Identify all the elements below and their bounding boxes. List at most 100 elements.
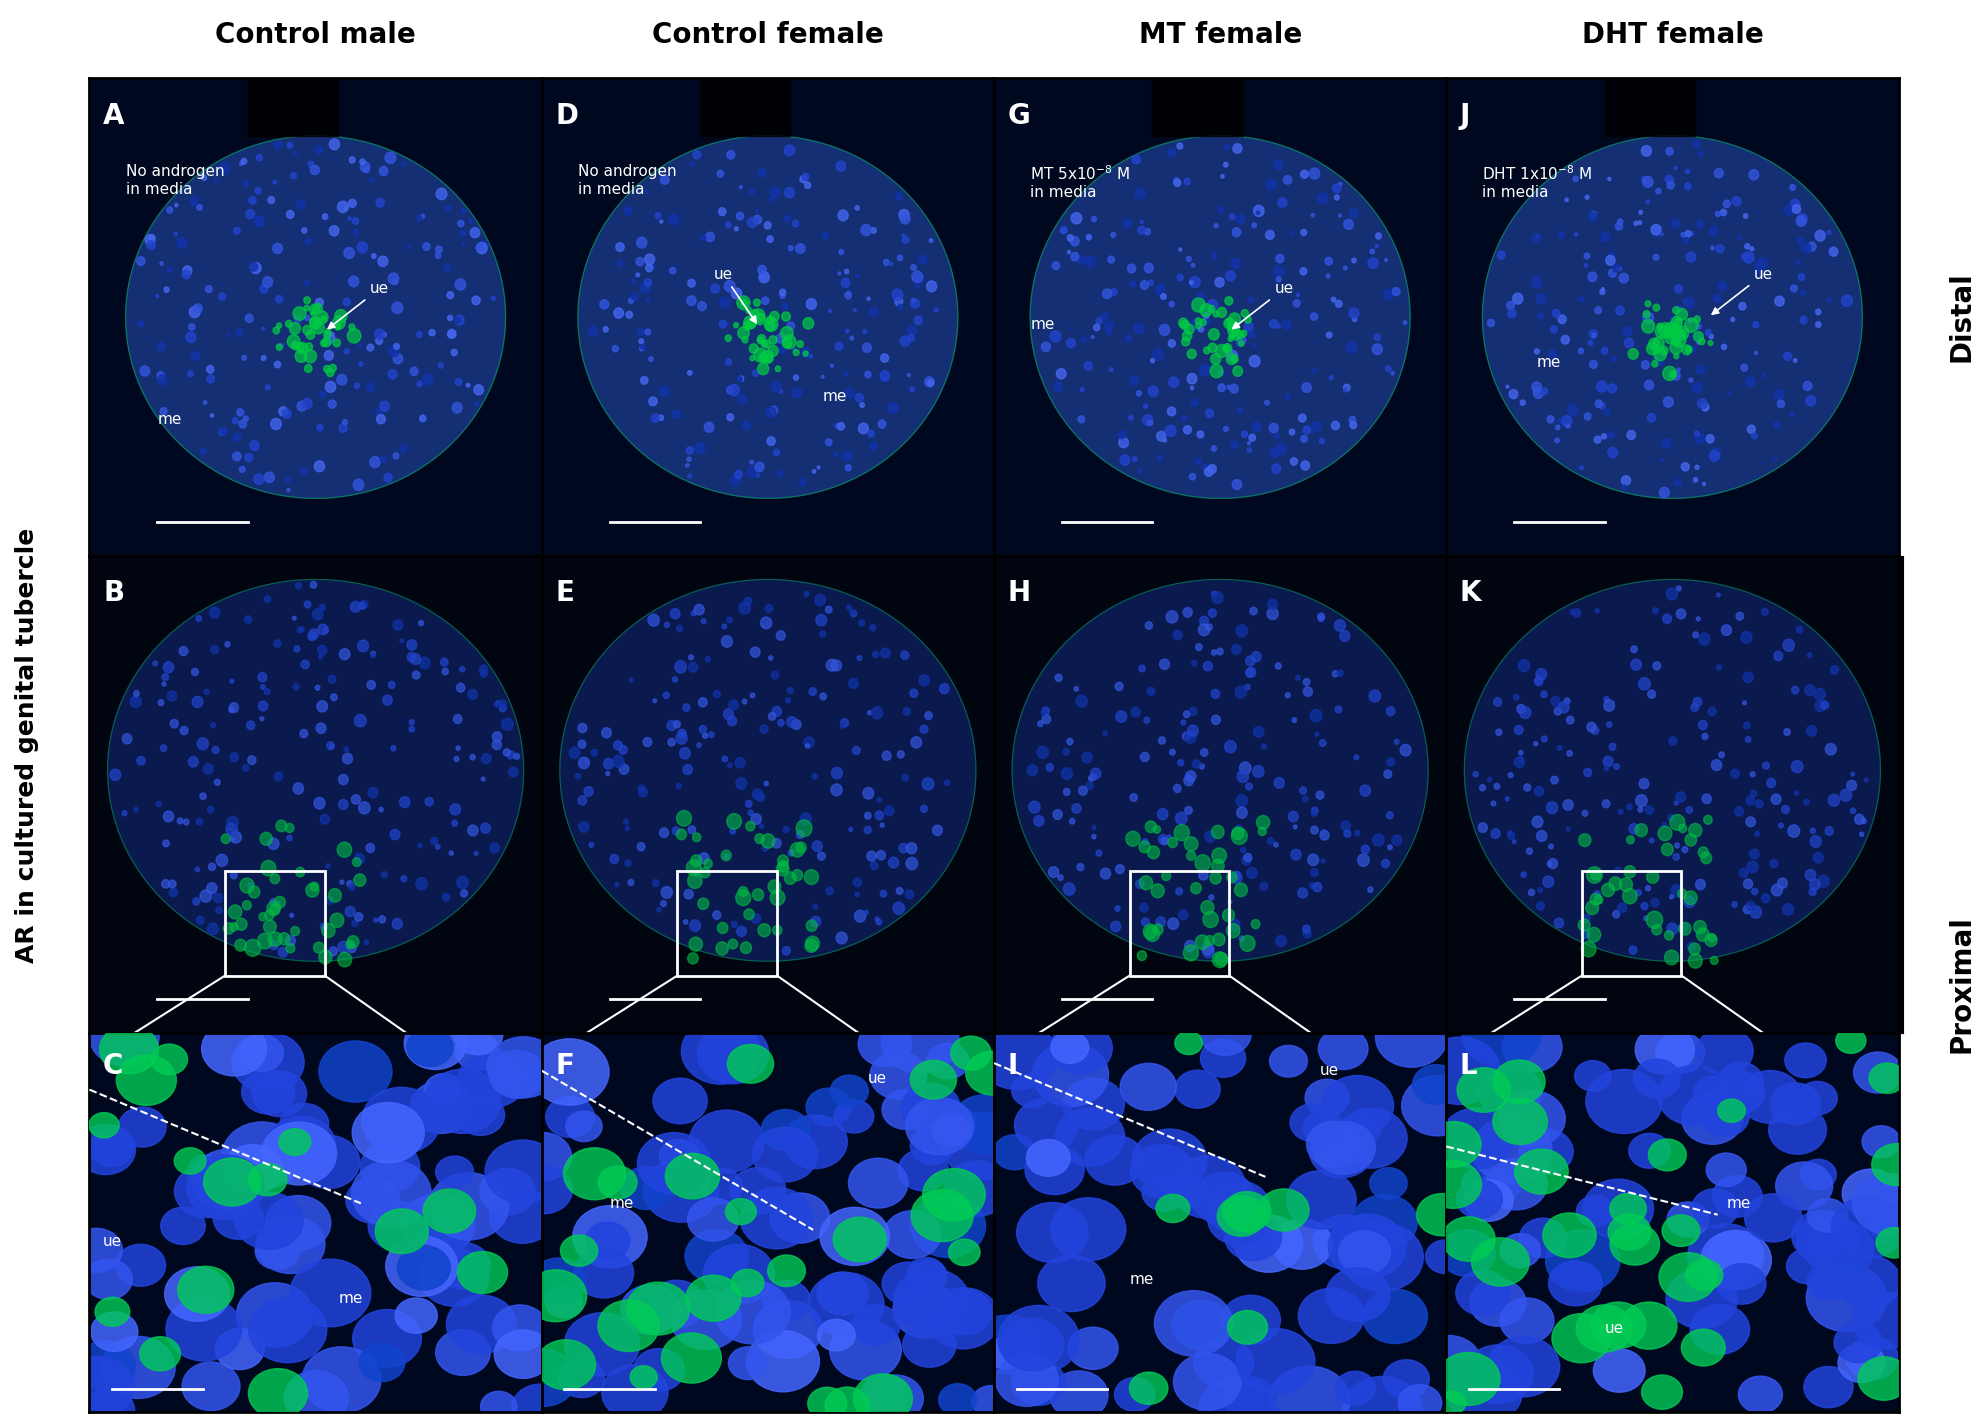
Circle shape [1662, 366, 1676, 381]
Circle shape [1300, 435, 1308, 442]
Circle shape [602, 1365, 668, 1420]
Circle shape [877, 797, 881, 803]
Circle shape [1859, 833, 1863, 837]
Circle shape [1622, 327, 1632, 337]
Circle shape [260, 833, 272, 846]
Circle shape [1747, 425, 1755, 434]
Circle shape [1237, 408, 1242, 414]
Circle shape [1179, 248, 1181, 251]
Circle shape [1865, 779, 1869, 783]
Circle shape [1038, 722, 1044, 726]
Circle shape [1535, 676, 1543, 686]
Circle shape [1827, 298, 1831, 301]
Circle shape [805, 937, 819, 951]
Circle shape [177, 238, 187, 248]
Circle shape [1101, 314, 1107, 319]
Text: J: J [1459, 103, 1471, 130]
Circle shape [626, 1282, 690, 1335]
Circle shape [1646, 806, 1654, 814]
Circle shape [1602, 434, 1606, 439]
Circle shape [1519, 750, 1523, 754]
Circle shape [1608, 448, 1618, 458]
Circle shape [1761, 894, 1769, 903]
Circle shape [1384, 289, 1394, 299]
Circle shape [229, 707, 235, 713]
Circle shape [883, 260, 889, 265]
Circle shape [1578, 834, 1590, 847]
Circle shape [1201, 901, 1215, 914]
Circle shape [1151, 884, 1165, 898]
Bar [1129, 870, 1229, 975]
Circle shape [1119, 455, 1129, 465]
Circle shape [336, 375, 348, 385]
Circle shape [690, 937, 702, 951]
Circle shape [755, 462, 763, 472]
Circle shape [1350, 308, 1360, 318]
Circle shape [1662, 438, 1672, 448]
Circle shape [1439, 1229, 1495, 1276]
Circle shape [330, 138, 340, 150]
Circle shape [380, 456, 386, 462]
Circle shape [1588, 329, 1598, 338]
Circle shape [1710, 451, 1720, 461]
Circle shape [907, 1258, 944, 1289]
Circle shape [1672, 337, 1680, 345]
Circle shape [561, 1235, 598, 1266]
Circle shape [1616, 307, 1624, 315]
Circle shape [656, 907, 662, 913]
Circle shape [161, 880, 169, 888]
Circle shape [223, 1122, 302, 1189]
Circle shape [270, 941, 278, 950]
Circle shape [827, 659, 837, 672]
Circle shape [354, 714, 366, 727]
Circle shape [714, 690, 720, 697]
Circle shape [274, 361, 280, 368]
Circle shape [640, 344, 646, 349]
Circle shape [1103, 289, 1111, 298]
Circle shape [1286, 395, 1290, 399]
Circle shape [290, 1259, 372, 1326]
Circle shape [1588, 212, 1596, 221]
Circle shape [932, 1105, 976, 1142]
Circle shape [851, 337, 853, 339]
Circle shape [1254, 726, 1264, 737]
Circle shape [1696, 1028, 1753, 1075]
Circle shape [660, 1139, 700, 1172]
Circle shape [1813, 689, 1825, 700]
Circle shape [1296, 294, 1300, 297]
Circle shape [1608, 1214, 1650, 1251]
Circle shape [978, 1022, 1058, 1089]
Circle shape [1805, 684, 1815, 696]
Circle shape [312, 609, 322, 620]
Circle shape [799, 175, 807, 183]
Circle shape [370, 456, 380, 468]
Circle shape [231, 837, 235, 841]
Circle shape [759, 272, 769, 282]
Circle shape [817, 1272, 869, 1315]
Circle shape [338, 774, 348, 784]
Circle shape [237, 409, 245, 416]
Circle shape [767, 436, 775, 445]
Circle shape [1111, 288, 1117, 295]
Circle shape [775, 334, 785, 344]
Circle shape [1312, 422, 1320, 431]
Circle shape [1646, 200, 1650, 204]
Circle shape [495, 700, 501, 706]
Circle shape [1670, 814, 1684, 830]
Circle shape [1712, 1175, 1761, 1218]
Circle shape [163, 673, 169, 680]
Circle shape [700, 726, 706, 733]
Circle shape [1386, 258, 1388, 261]
Circle shape [1237, 807, 1246, 819]
Circle shape [793, 349, 799, 355]
Circle shape [1227, 318, 1235, 325]
Circle shape [1193, 760, 1201, 769]
Circle shape [1227, 924, 1241, 938]
Circle shape [1708, 707, 1716, 716]
Circle shape [1155, 285, 1165, 295]
Circle shape [1334, 195, 1340, 200]
Circle shape [354, 479, 364, 491]
Circle shape [447, 329, 455, 338]
Circle shape [1205, 468, 1213, 476]
Circle shape [1370, 1168, 1408, 1199]
